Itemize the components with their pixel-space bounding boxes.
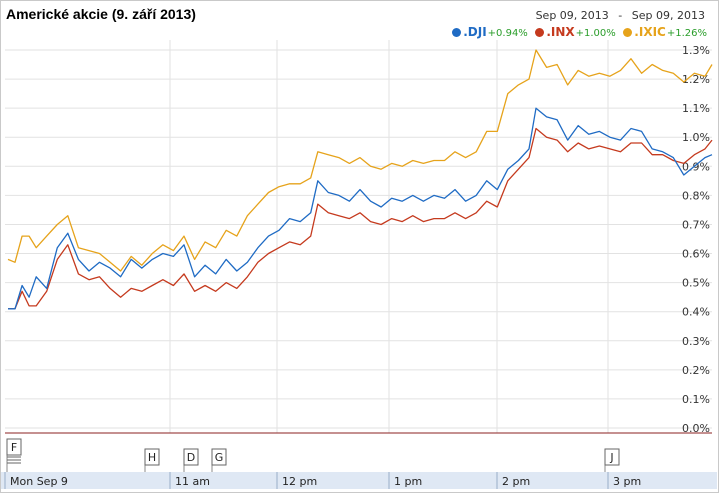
y-tick-label: 0.9%	[682, 160, 710, 173]
y-tick-label: 0.5%	[682, 277, 710, 290]
legend-item-dji[interactable]: .DJI+0.94%	[452, 25, 528, 39]
flag-label: J	[609, 451, 613, 464]
series-line-ixic	[7, 49, 713, 272]
legend-change: +1.00%	[575, 28, 616, 39]
date-range-to: Sep 09, 2013	[631, 9, 705, 22]
legend-dot-icon	[535, 28, 545, 37]
legend-change: +0.94%	[487, 28, 528, 39]
flag-label: D	[187, 451, 195, 464]
x-tick-label: 2 pm	[502, 475, 530, 488]
chart-title: Americké akcie (9. září 2013)	[6, 6, 196, 22]
x-tick-label: 11 am	[175, 475, 210, 488]
flag-label: G	[215, 451, 224, 464]
y-tick-label: 0.3%	[682, 335, 710, 348]
flag-box	[183, 448, 199, 466]
date-range: Sep 09, 2013 - Sep 09, 2013	[536, 9, 705, 22]
time-axis-band	[1, 472, 717, 489]
event-flag-d: D	[183, 448, 199, 472]
x-tick-label: 3 pm	[613, 475, 641, 488]
x-tick-label: Mon Sep 9	[10, 475, 68, 488]
date-range-separator: -	[618, 9, 623, 22]
flag-label: H	[148, 451, 156, 464]
y-tick-label: 1.0%	[682, 131, 710, 144]
legend-item-ixic[interactable]: .IXIC+1.26%	[623, 25, 707, 39]
legend-ticker: .IXIC	[634, 25, 666, 39]
legend-change: +1.26%	[666, 28, 707, 39]
legend-dot-icon	[452, 28, 462, 37]
date-range-from: Sep 09, 2013	[535, 9, 609, 22]
event-flag-g: G	[211, 448, 227, 472]
legend-ticker: .INX	[546, 25, 575, 39]
event-flag-h: H	[144, 448, 160, 472]
x-tick-label: 12 pm	[282, 475, 317, 488]
y-tick-label: 0.1%	[682, 393, 710, 406]
x-tick-label: 1 pm	[394, 475, 422, 488]
series-line-inx	[8, 127, 713, 310]
flag-label: F	[11, 441, 17, 454]
y-tick-label: 0.7%	[682, 218, 710, 231]
event-flag-j: J	[604, 448, 620, 472]
y-tick-label: 0.8%	[682, 189, 710, 202]
legend-ticker: .DJI	[463, 25, 487, 39]
event-flag-f: F	[6, 438, 22, 472]
y-tick-label: 0.2%	[682, 364, 710, 377]
y-tick-label: 0.0%	[682, 422, 710, 435]
y-tick-label: 0.6%	[682, 248, 710, 261]
flag-box	[144, 448, 160, 466]
y-tick-label: 0.4%	[682, 306, 710, 319]
legend: .DJI+0.94% .INX+1.00% .IXIC+1.26%	[448, 25, 707, 39]
flag-box	[6, 438, 22, 456]
legend-item-inx[interactable]: .INX+1.00%	[535, 25, 616, 39]
series-line-dji	[8, 107, 713, 310]
flag-box	[604, 448, 620, 466]
flag-box	[211, 448, 227, 466]
y-tick-label: 1.3%	[682, 44, 710, 57]
legend-dot-icon	[623, 28, 633, 37]
y-tick-label: 1.1%	[682, 102, 710, 115]
